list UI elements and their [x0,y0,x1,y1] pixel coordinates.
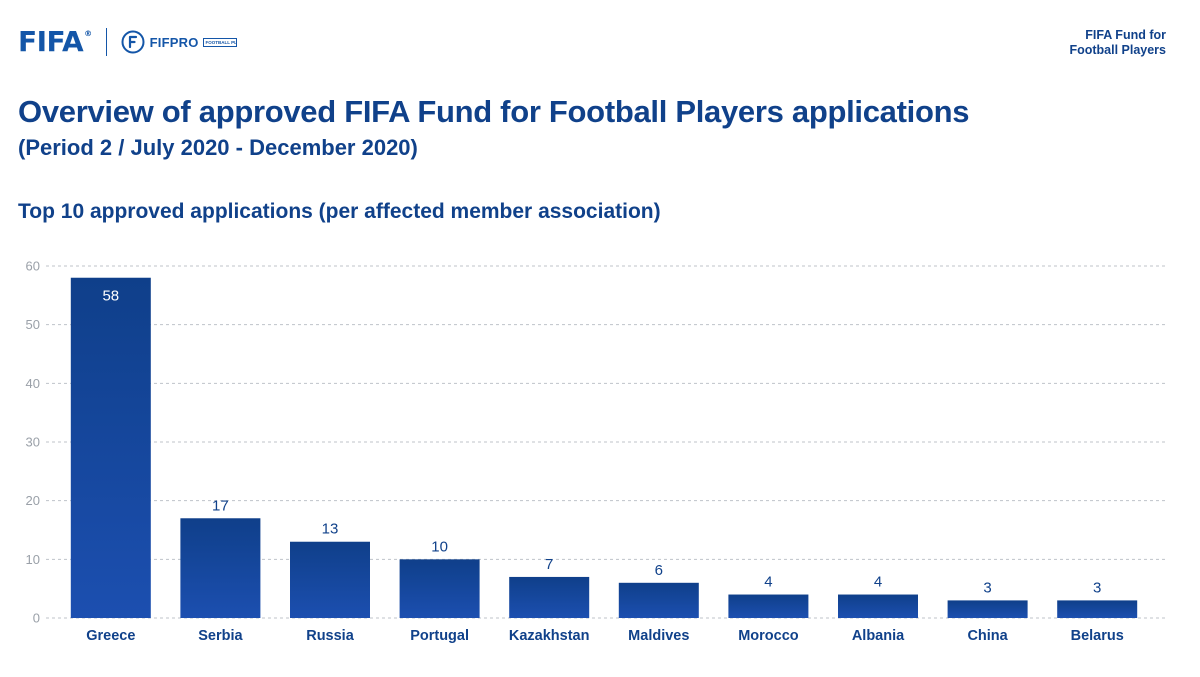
bar-china [948,600,1028,618]
category-label-greece: Greece [86,628,135,644]
bar-kazakhstan [509,577,589,618]
bar-serbia [180,518,260,618]
value-label-greece: 58 [102,288,119,305]
category-label-belarus: Belarus [1071,628,1124,644]
category-label-serbia: Serbia [198,628,243,644]
category-label-portugal: Portugal [410,628,469,644]
bars [71,278,1137,618]
y-tick-label: 20 [26,493,40,508]
bar-morocco [728,595,808,618]
bar-greece [71,278,151,618]
value-label-kazakhstan: 7 [545,556,553,573]
category-label-morocco: Morocco [738,628,799,644]
bar-albania [838,595,918,618]
category-label-russia: Russia [306,628,354,644]
category-label-albania: Albania [852,628,905,644]
category-labels: Greece Serbia Russia Portugal Kazakhstan Mald… [86,628,1124,644]
bar-russia [290,542,370,618]
category-label-kazakhstan: Kazakhstan [509,628,590,644]
bar-portugal [400,559,480,618]
y-tick-label: 10 [26,552,40,567]
y-tick-label: 60 [26,259,40,274]
y-tick-label: 40 [26,376,40,391]
bar-maldives [619,583,699,618]
category-label-china: China [967,628,1008,644]
value-label-russia: 13 [322,521,339,538]
y-axis-ticks: 0 10 20 30 40 50 60 [26,259,40,626]
value-label-serbia: 17 [212,497,229,514]
y-tick-label: 50 [26,317,40,332]
y-tick-label: 0 [33,611,40,626]
value-label-china: 3 [983,579,991,596]
value-label-belarus: 3 [1093,579,1101,596]
value-label-morocco: 4 [764,574,772,591]
value-label-albania: 4 [874,574,882,591]
value-label-portugal: 10 [431,538,448,555]
category-label-maldives: Maldives [628,628,689,644]
value-label-maldives: 6 [655,562,663,579]
bar-chart: 0 10 20 30 40 50 60 58 17 13 10 7 6 4 4 3 3 Greece Serbi… [0,0,1200,677]
y-tick-label: 30 [26,435,40,450]
bar-belarus [1057,600,1137,618]
